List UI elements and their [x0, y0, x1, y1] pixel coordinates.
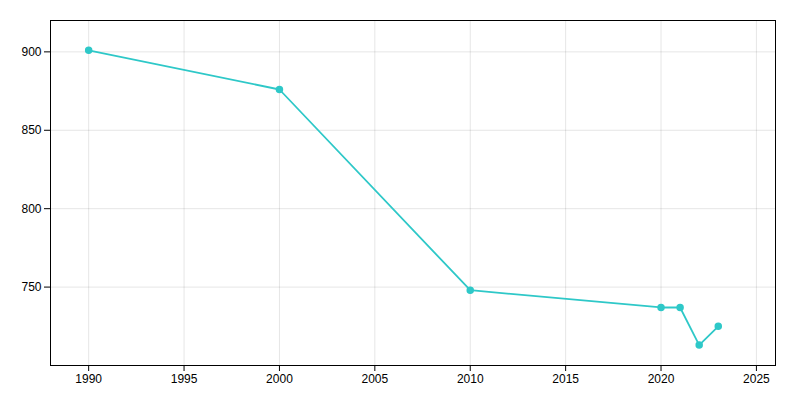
- svg-text:2010: 2010: [457, 372, 484, 386]
- svg-text:2025: 2025: [743, 372, 770, 386]
- svg-text:2005: 2005: [361, 372, 388, 386]
- svg-text:2020: 2020: [648, 372, 675, 386]
- svg-text:1990: 1990: [75, 372, 102, 386]
- svg-text:900: 900: [21, 45, 41, 59]
- svg-text:1995: 1995: [171, 372, 198, 386]
- svg-text:750: 750: [21, 280, 41, 294]
- svg-text:800: 800: [21, 202, 41, 216]
- svg-text:2015: 2015: [552, 372, 579, 386]
- svg-text:2000: 2000: [266, 372, 293, 386]
- svg-text:850: 850: [21, 123, 41, 137]
